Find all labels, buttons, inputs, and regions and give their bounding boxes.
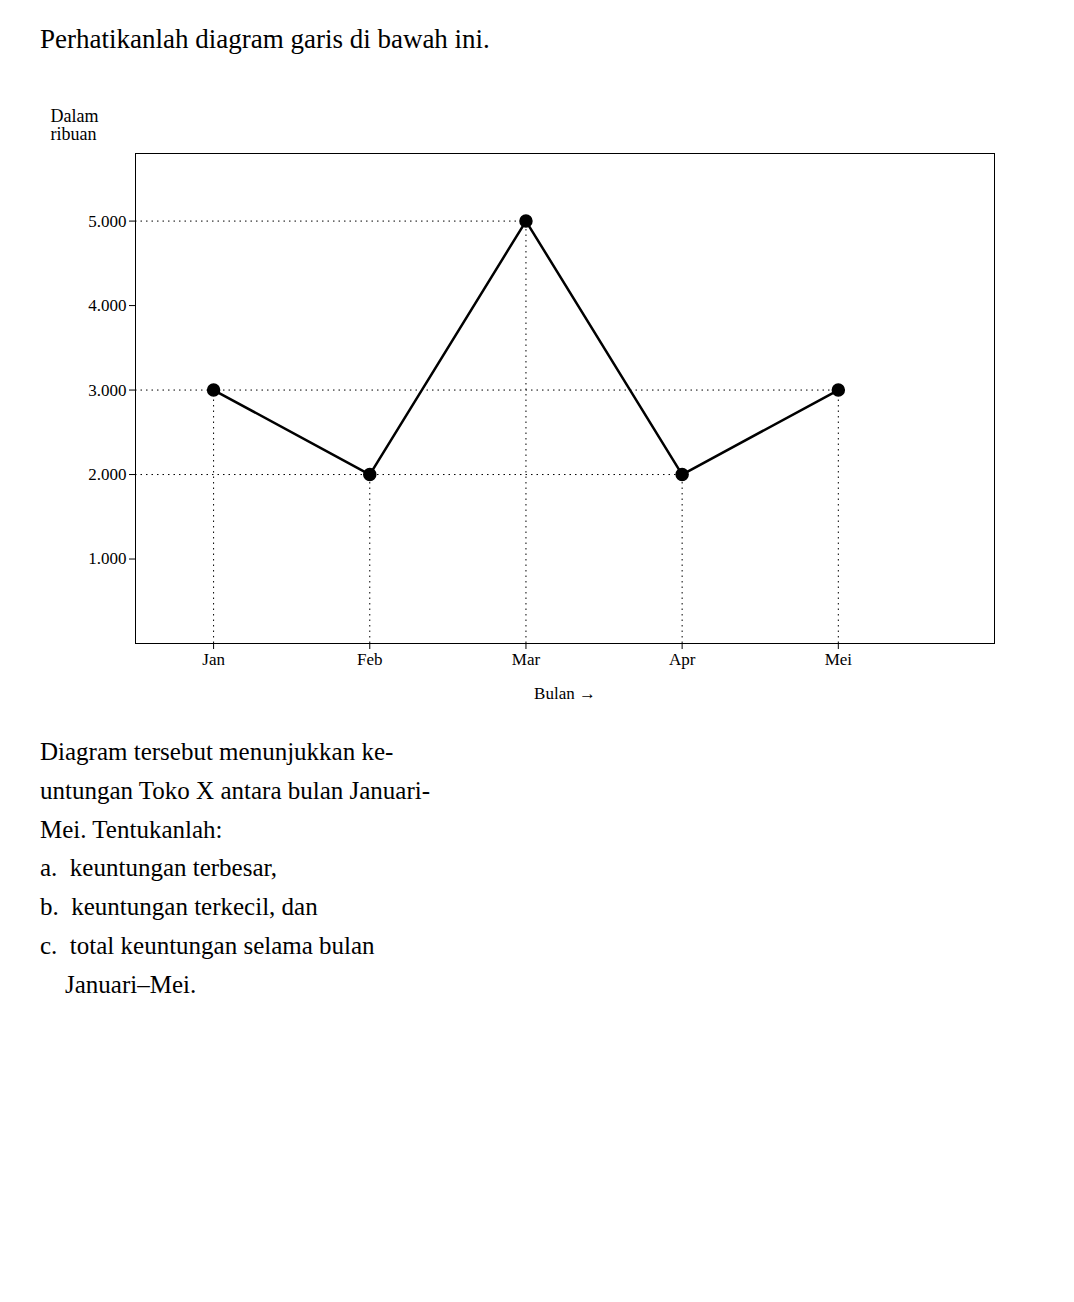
svg-text:Dalamribuan: Dalamribuan: [51, 106, 99, 144]
svg-text:3.000: 3.000: [88, 380, 126, 399]
svg-text:2.000: 2.000: [88, 465, 126, 484]
svg-text:Feb: Feb: [357, 650, 383, 669]
svg-text:Mar: Mar: [512, 650, 541, 669]
svg-text:1.000: 1.000: [88, 549, 126, 568]
svg-text:Bulan →: Bulan →: [534, 684, 596, 703]
svg-text:5.000: 5.000: [88, 212, 126, 231]
html-text:Mei. Tentukanlah:: Mei. Tentukanlah:: [40, 815, 223, 843]
svg-text:Jan: Jan: [202, 650, 225, 669]
html-text:a. keuntungan terbesar,: a. keuntungan terbesar,: [40, 854, 278, 882]
html-text:c. total keuntungan selama bul: c. total keuntungan selama bulan: [40, 931, 375, 959]
html-text:Januari–Mei.: Januari–Mei.: [40, 970, 197, 998]
html-text:untungan Toko X antara bulan J: untungan Toko X antara bulan Januari-: [40, 776, 430, 804]
html-text:Diagram tersebut menunjukkan k: Diagram tersebut menunjukkan ke-: [40, 738, 394, 765]
svg-text:Mei: Mei: [825, 650, 853, 669]
svg-text:Apr: Apr: [669, 650, 696, 669]
svg-text:4.000: 4.000: [88, 296, 126, 315]
html-text:b. keuntungan terkecil, dan: b. keuntungan terkecil, dan: [40, 893, 318, 920]
html-text:Perhatikanlah diagram garis di: Perhatikanlah diagram garis di bawah ini…: [40, 24, 490, 54]
